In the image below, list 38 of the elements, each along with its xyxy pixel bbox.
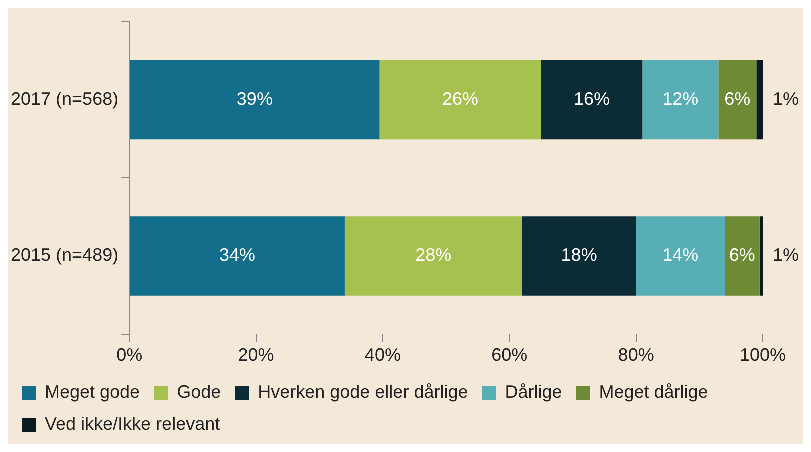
data-label: 34%: [220, 245, 256, 266]
data-label: 6%: [729, 245, 756, 266]
x-tick-label: 40%: [364, 345, 401, 366]
data-label: 6%: [724, 88, 751, 109]
data-label: 26%: [442, 88, 479, 109]
data-label: 1%: [773, 88, 800, 109]
data-label: 16%: [574, 88, 610, 109]
bar: [344, 216, 522, 296]
x-tick-label: 100%: [740, 345, 786, 366]
legend-label: Ved ikke/Ikke relevant: [45, 414, 220, 434]
data-label: 39%: [236, 88, 273, 109]
bar: [130, 216, 345, 296]
bar: [718, 60, 757, 140]
legend-label: Meget dårlige: [599, 382, 708, 402]
data-label: 28%: [416, 245, 452, 266]
bar: [130, 60, 380, 140]
bar: [642, 60, 719, 140]
bar: [760, 216, 763, 296]
bar: [756, 60, 763, 140]
legend-label: Meget gode: [45, 382, 140, 402]
data-label: 12%: [662, 88, 699, 109]
x-tick-label: 20%: [238, 345, 274, 366]
legend-label: Gode: [177, 382, 222, 402]
y-tick-label: 2017 (n=568): [10, 88, 119, 109]
legend-label: Hverken gode eller dårlige: [258, 382, 468, 402]
data-label: 18%: [561, 245, 598, 266]
legend-label: Dårlige: [505, 382, 562, 402]
bar: [380, 60, 542, 140]
bar: [541, 60, 643, 140]
x-tick-label: 80%: [618, 345, 654, 366]
bar: [724, 216, 760, 296]
x-tick-label: 0%: [116, 345, 143, 366]
bar: [636, 216, 725, 296]
bar: [522, 216, 636, 296]
y-tick-label: 2015 (n=489): [10, 245, 119, 266]
data-label: 14%: [662, 245, 699, 266]
data-label: 1%: [773, 245, 800, 266]
x-tick-label: 60%: [492, 345, 528, 366]
